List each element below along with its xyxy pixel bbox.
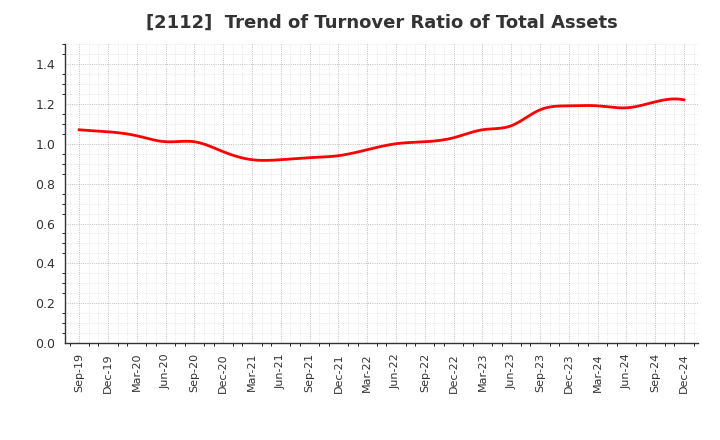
Title: [2112]  Trend of Turnover Ratio of Total Assets: [2112] Trend of Turnover Ratio of Total … [145, 13, 618, 31]
